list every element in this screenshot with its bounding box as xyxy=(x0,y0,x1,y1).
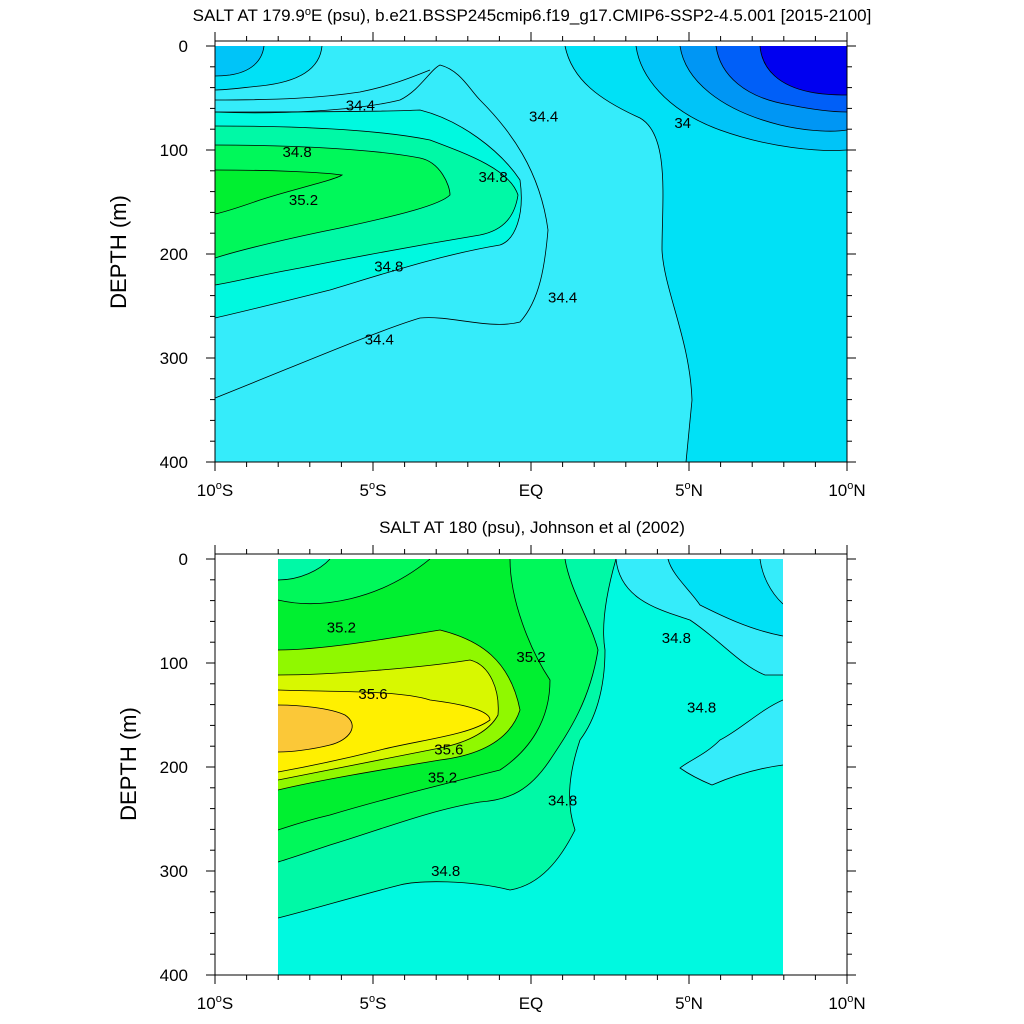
x-tick-label: EQ xyxy=(519,481,544,500)
y-tick-label: 100 xyxy=(160,141,188,160)
model-contour-labels: 34.4 34.8 35.2 34.8 34.4 34 34.8 34.4 34.4 xyxy=(283,97,691,348)
y-tick-label: 400 xyxy=(160,453,188,472)
observed-panel-title: SALT AT 180 (psu), Johnson et al (2002) xyxy=(379,518,685,537)
observed-region-east-34.6-34.8 xyxy=(680,700,783,785)
contour-label: 34.8 xyxy=(431,863,460,880)
y-tick-label: 400 xyxy=(160,966,188,985)
x-tick-label: 10oN xyxy=(828,480,865,500)
model-region-34.0-34.4 xyxy=(565,46,847,462)
model-salinity-panel: SALT AT 179.9oE (psu), b.e21.BSSP245cmip… xyxy=(106,6,871,500)
y-tick-label: 0 xyxy=(179,550,188,569)
observed-salinity-panel: SALT AT 180 (psu), Johnson et al (2002) … xyxy=(116,518,866,1013)
contour-label: 35.2 xyxy=(289,192,318,209)
contour-label: 35.6 xyxy=(434,741,463,758)
observed-contour-labels: 35.2 35.6 35.6 35.2 35.2 34.8 34.8 34.8 34.8 xyxy=(327,620,716,880)
contour-label: 34.4 xyxy=(548,290,577,307)
y-tick-label: 0 xyxy=(179,37,188,56)
observed-region-above-36.2 xyxy=(278,705,353,752)
model-y-axis-label: DEPTH (m) xyxy=(106,195,131,309)
y-tick-label: 300 xyxy=(160,349,188,368)
x-tick-label: 5oS xyxy=(360,993,387,1013)
x-tick-label: 10oS xyxy=(197,480,233,500)
model-region-below-33.6 xyxy=(760,46,847,95)
contour-label: 34.4 xyxy=(365,331,394,348)
y-tick-label: 100 xyxy=(160,654,188,673)
contour-label: 35.2 xyxy=(327,620,356,637)
model-panel-title: SALT AT 179.9oE (psu), b.e21.BSSP245cmip… xyxy=(193,6,872,25)
model-region-sw-34.0-34.2 xyxy=(215,46,264,76)
x-tick-label: EQ xyxy=(519,994,544,1013)
contour-label: 35.6 xyxy=(358,686,387,703)
contour-label: 34.8 xyxy=(548,792,577,809)
y-tick-label: 200 xyxy=(160,758,188,777)
observed-region-ne-corner xyxy=(760,559,783,604)
observed-y-axis-label: DEPTH (m) xyxy=(116,707,141,821)
contour-label: 34.8 xyxy=(374,258,403,275)
y-tick-label: 300 xyxy=(160,862,188,881)
x-tick-label: 5oN xyxy=(675,480,703,500)
contour-label: 34.8 xyxy=(478,169,507,186)
model-contour-field xyxy=(215,46,847,462)
contour-label: 34.4 xyxy=(529,109,558,126)
contour-label: 35.2 xyxy=(428,769,457,786)
contour-label: 34 xyxy=(674,115,691,132)
x-tick-label: 5oN xyxy=(675,993,703,1013)
contour-label: 34.8 xyxy=(283,144,312,161)
model-axes: 0 100 200 300 400 10oS 5oS EQ 5oN 10oN xyxy=(160,32,866,500)
contour-label: 34.4 xyxy=(346,97,375,114)
x-tick-label: 10oS xyxy=(197,993,233,1013)
observed-axes: 0 100 200 300 400 10oS 5oS EQ 5oN 10oN xyxy=(160,545,866,1013)
contour-label: 34.8 xyxy=(662,630,691,647)
x-tick-label: 10oN xyxy=(828,993,865,1013)
observed-contour-lines xyxy=(278,559,783,919)
observed-contour-field xyxy=(278,559,783,975)
contour-label: 34.8 xyxy=(687,700,716,717)
observed-region-ne-34.4-34.6 xyxy=(668,559,783,636)
y-tick-label: 200 xyxy=(160,245,188,264)
model-region-above-35.2 xyxy=(215,170,342,214)
model-contour-lines xyxy=(215,46,847,462)
contour-label: 35.2 xyxy=(516,649,545,666)
x-tick-label: 5oS xyxy=(360,480,387,500)
